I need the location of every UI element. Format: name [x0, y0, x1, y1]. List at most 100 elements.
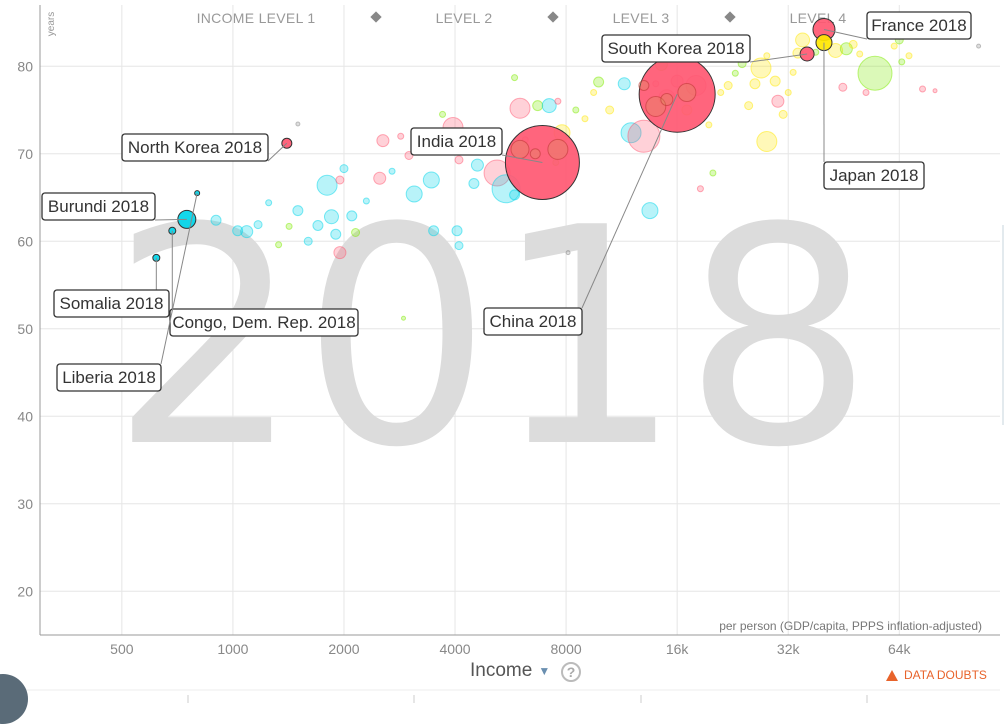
country-bubble[interactable] — [555, 98, 561, 104]
country-bubble[interactable] — [389, 168, 395, 174]
country-bubble[interactable] — [374, 172, 386, 184]
warning-icon — [886, 670, 898, 681]
country-bubble[interactable] — [313, 221, 323, 231]
country-bubble[interactable] — [241, 226, 253, 238]
country-bubble[interactable] — [891, 43, 897, 49]
country-bubble[interactable] — [324, 210, 338, 224]
country-bubble[interactable] — [331, 229, 341, 239]
country-bubble[interactable] — [452, 226, 462, 236]
y-tick-label: 20 — [17, 583, 33, 599]
country-bubble[interactable] — [764, 53, 770, 59]
callout-label: Congo, Dem. Rep. 2018 — [172, 313, 355, 332]
x-axis-title: Income — [470, 660, 532, 682]
country-bubble[interactable] — [347, 211, 357, 221]
data-doubts-link[interactable]: DATA DOUBTS — [886, 668, 987, 682]
country-bubble[interactable] — [363, 198, 369, 204]
chevron-down-icon: ▼ — [538, 664, 550, 678]
country-bubble[interactable] — [352, 229, 360, 237]
country-bubble[interactable] — [455, 156, 463, 164]
country-bubble[interactable] — [858, 56, 892, 90]
country-bubble[interactable] — [977, 44, 981, 48]
country-bubble[interactable] — [429, 226, 439, 236]
country-bubble[interactable] — [857, 51, 863, 57]
side-scrollbar[interactable] — [1002, 225, 1004, 425]
country-bubble[interactable] — [732, 70, 738, 76]
country-bubble[interactable] — [772, 95, 784, 107]
country-bubble[interactable] — [211, 215, 221, 225]
country-bubble[interactable] — [423, 172, 439, 188]
overlapping-bubble[interactable] — [548, 139, 568, 159]
country-bubble[interactable] — [718, 90, 724, 96]
country-bubble[interactable] — [757, 132, 777, 152]
country-bubble[interactable] — [745, 102, 753, 110]
country-bubble[interactable] — [594, 77, 604, 87]
country-bubble[interactable] — [863, 90, 869, 96]
overlapping-bubble[interactable] — [511, 140, 529, 158]
country-bubble[interactable] — [573, 107, 579, 113]
country-bubble[interactable] — [710, 170, 716, 176]
country-bubble[interactable] — [839, 83, 847, 91]
y-tick-label: 40 — [17, 408, 33, 424]
overlapping-bubble[interactable] — [530, 149, 540, 159]
country-bubble[interactable] — [304, 237, 312, 245]
country-bubble[interactable] — [469, 179, 479, 189]
country-bubble[interactable] — [899, 59, 905, 65]
country-bubble[interactable] — [750, 79, 760, 89]
callout-label: India 2018 — [417, 132, 496, 151]
x-axis-title-selector[interactable]: Income ▼ — [470, 660, 550, 682]
country-bubble[interactable] — [402, 316, 406, 320]
callout-label: France 2018 — [871, 16, 966, 35]
country-bubble[interactable] — [618, 78, 630, 90]
country-bubble[interactable] — [440, 111, 446, 117]
overlapping-bubble[interactable] — [639, 81, 649, 91]
country-bubble[interactable] — [582, 116, 588, 122]
callout-label: North Korea 2018 — [128, 138, 262, 157]
x-tick-label: 4000 — [439, 641, 470, 657]
country-bubble[interactable] — [254, 221, 262, 229]
help-icon[interactable]: ? — [561, 662, 581, 682]
callout-label: Somalia 2018 — [60, 294, 164, 313]
callout-label: South Korea 2018 — [607, 39, 744, 58]
country-bubble[interactable] — [790, 69, 796, 75]
country-bubble[interactable] — [406, 186, 422, 202]
data-doubts-label: DATA DOUBTS — [904, 668, 987, 682]
country-bubble[interactable] — [566, 251, 570, 255]
country-bubble[interactable] — [266, 200, 272, 206]
country-bubble[interactable] — [724, 82, 732, 90]
country-bubble[interactable] — [906, 53, 912, 59]
country-bubble[interactable] — [849, 40, 857, 48]
country-bubble[interactable] — [317, 175, 337, 195]
country-bubble[interactable] — [697, 186, 703, 192]
country-bubble[interactable] — [276, 242, 282, 248]
country-bubble[interactable] — [542, 99, 556, 113]
country-bubble[interactable] — [334, 247, 346, 259]
country-bubble[interactable] — [512, 75, 518, 81]
country-bubble[interactable] — [920, 86, 926, 92]
country-bubble[interactable] — [933, 89, 937, 93]
y-tick-label: 30 — [17, 496, 33, 512]
country-bubble[interactable] — [293, 206, 303, 216]
country-bubble[interactable] — [340, 165, 348, 173]
country-bubble[interactable] — [510, 190, 520, 200]
country-bubble[interactable] — [377, 135, 389, 147]
country-bubble[interactable] — [706, 122, 712, 128]
country-bubble[interactable] — [785, 90, 791, 96]
country-bubble[interactable] — [455, 242, 463, 250]
country-bubble[interactable] — [286, 223, 292, 229]
country-bubble[interactable] — [336, 176, 344, 184]
country-bubble[interactable] — [296, 122, 300, 126]
country-bubble[interactable] — [533, 101, 543, 111]
country-bubble[interactable] — [779, 110, 787, 118]
country-bubble[interactable] — [796, 33, 810, 47]
overlapping-bubble[interactable] — [661, 94, 673, 106]
country-bubble[interactable] — [770, 76, 780, 86]
income-level-label: LEVEL 3 — [613, 10, 670, 26]
country-bubble[interactable] — [642, 203, 658, 219]
country-bubble[interactable] — [606, 106, 614, 114]
country-bubble[interactable] — [471, 159, 483, 171]
country-bubble[interactable] — [510, 98, 530, 118]
country-bubble[interactable] — [398, 133, 404, 139]
overlapping-bubble[interactable] — [678, 84, 696, 102]
country-bubble[interactable] — [591, 90, 597, 96]
x-tick-label: 16k — [666, 641, 690, 657]
